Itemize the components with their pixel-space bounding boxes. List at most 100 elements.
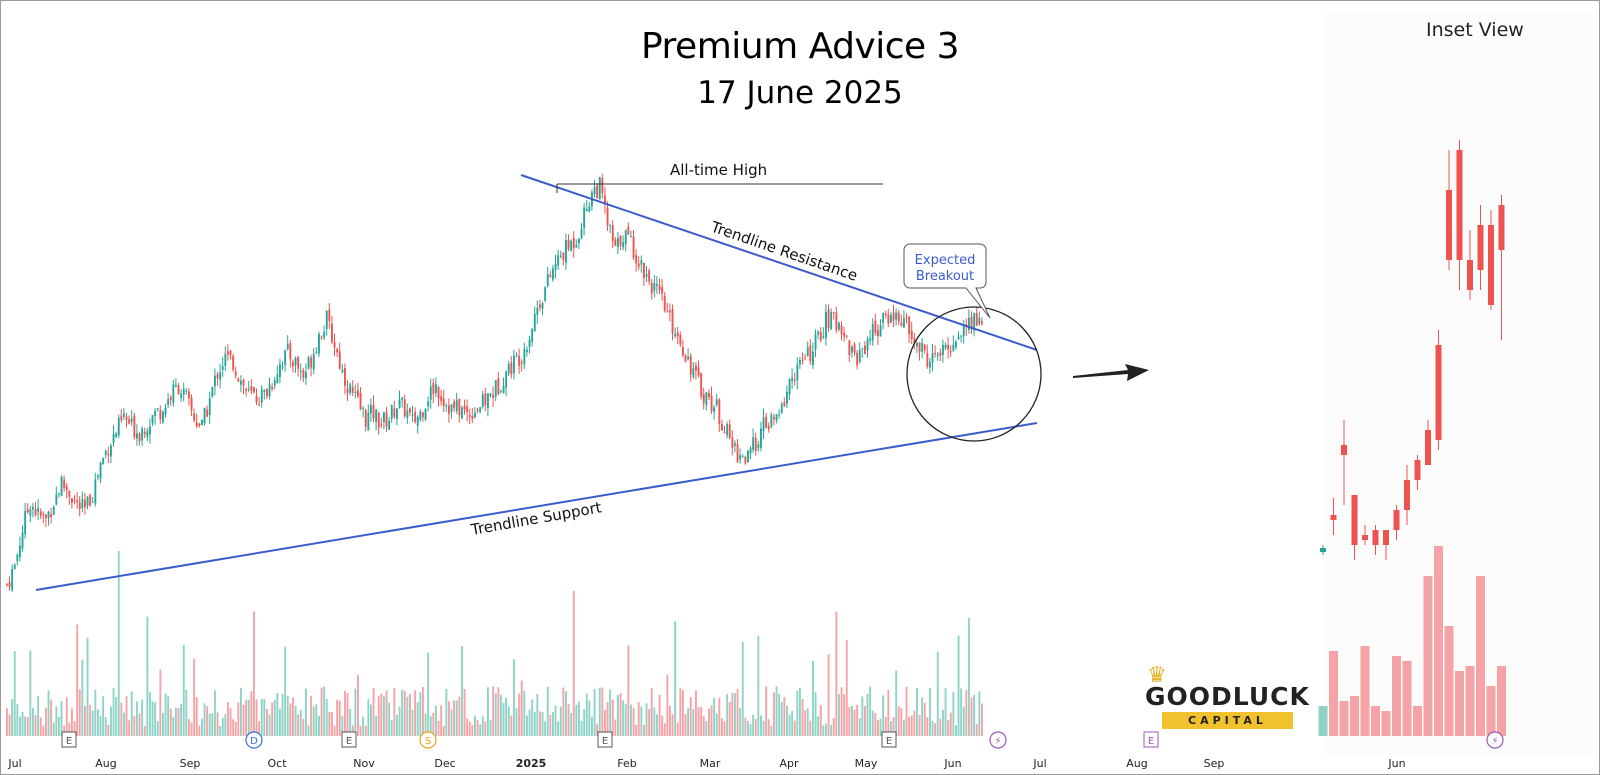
candle-body [752,437,755,450]
candle-body [354,392,357,394]
volume-bar [409,694,411,736]
candle-body [172,384,175,403]
volume-bar [760,715,762,736]
volume-bar [533,711,536,736]
volume-bar [614,719,617,736]
event-marker[interactable] [245,731,263,749]
volume-bar [793,720,796,736]
volume-bar [206,706,209,736]
event-marker[interactable] [881,731,897,748]
volume-bar [279,708,281,736]
volume-bar [403,690,406,736]
volume-bar [416,702,419,736]
candle-body [650,283,653,294]
volume-bar [840,687,843,736]
candle-body [71,498,73,504]
volume-bar [624,703,627,736]
candle-body [687,356,690,360]
candle-body [149,426,151,435]
event-marker[interactable] [419,731,437,749]
volume-bar [494,693,497,736]
volume-bar [604,710,606,736]
candle-body [401,397,404,400]
candle-body [510,362,513,375]
page-subtitle: 17 June 2025 [697,75,903,111]
inset-candle-body [1320,548,1326,552]
candle-body [929,361,931,368]
resistance-trendline [520,174,1038,351]
candle-body [125,416,128,420]
volume-bar [216,712,219,736]
candle-body [559,255,562,257]
candle-body [570,240,573,251]
inset-volume-bar [1476,576,1485,736]
candle-body [721,424,723,431]
volume-bar [123,712,125,736]
candle-body [94,479,97,504]
resistance-label: Trendline Resistance [708,217,860,284]
volume-bar [167,696,170,736]
volume-bar [552,712,554,736]
candle-body [346,388,349,393]
x-tick-label: Jun [943,757,961,770]
candle-body [55,494,58,505]
candle-body [926,353,929,367]
candle-body [286,343,289,350]
volume-bar [892,717,895,736]
event-marker[interactable] [61,731,77,748]
candle-body [351,387,354,393]
volume-bar [931,720,934,736]
volume-bar [497,687,500,736]
candle-body [216,374,219,379]
event-marker[interactable] [989,731,1007,749]
candle-body [866,339,869,351]
candle-body [822,336,825,338]
x-tick-label: Sep [180,757,201,770]
volume-bar [528,709,531,736]
candle-body [916,342,918,347]
volume-bar [125,696,128,736]
volume-bar [393,688,396,736]
event-marker[interactable] [1486,731,1504,749]
inset-title: Inset View [1426,19,1524,41]
volume-bar [957,635,960,736]
candle-body [791,377,794,382]
volume-bar [240,687,242,736]
candle-body [773,417,775,420]
candle-body [518,355,521,366]
volume-bar [749,724,752,736]
volume-bar [713,698,716,736]
event-marker-label: ⚡ [994,736,1001,747]
volume-bar [877,720,879,736]
candle-body [396,408,398,419]
candle-body [536,308,539,315]
candle-body [507,364,510,374]
event-marker[interactable] [597,731,613,748]
volume-bar [765,686,768,736]
volume-bar [838,693,840,736]
volume-bar [692,709,695,736]
volume-bar [593,688,596,736]
volume-bar [767,719,770,736]
event-marker[interactable] [341,731,357,748]
volume-bar [734,693,736,736]
candle-body [266,389,268,397]
volume-bar [804,710,807,736]
volume-bar [437,720,440,736]
event-marker-label: E [66,736,72,747]
volume-bar [687,707,690,736]
candle-body [827,309,830,328]
event-marker[interactable] [1143,731,1159,748]
candle-body [466,406,469,413]
candle-body [734,443,736,446]
candle-body [297,357,300,369]
volume-bar [331,711,333,736]
volume-bar [851,705,853,736]
arrow-icon [1073,364,1149,381]
volume-bar [715,713,718,736]
volume-bar [721,718,723,736]
candle-body [229,350,232,356]
volume-bar [315,704,318,736]
volume-bar [637,702,640,736]
candle-body [128,418,131,424]
